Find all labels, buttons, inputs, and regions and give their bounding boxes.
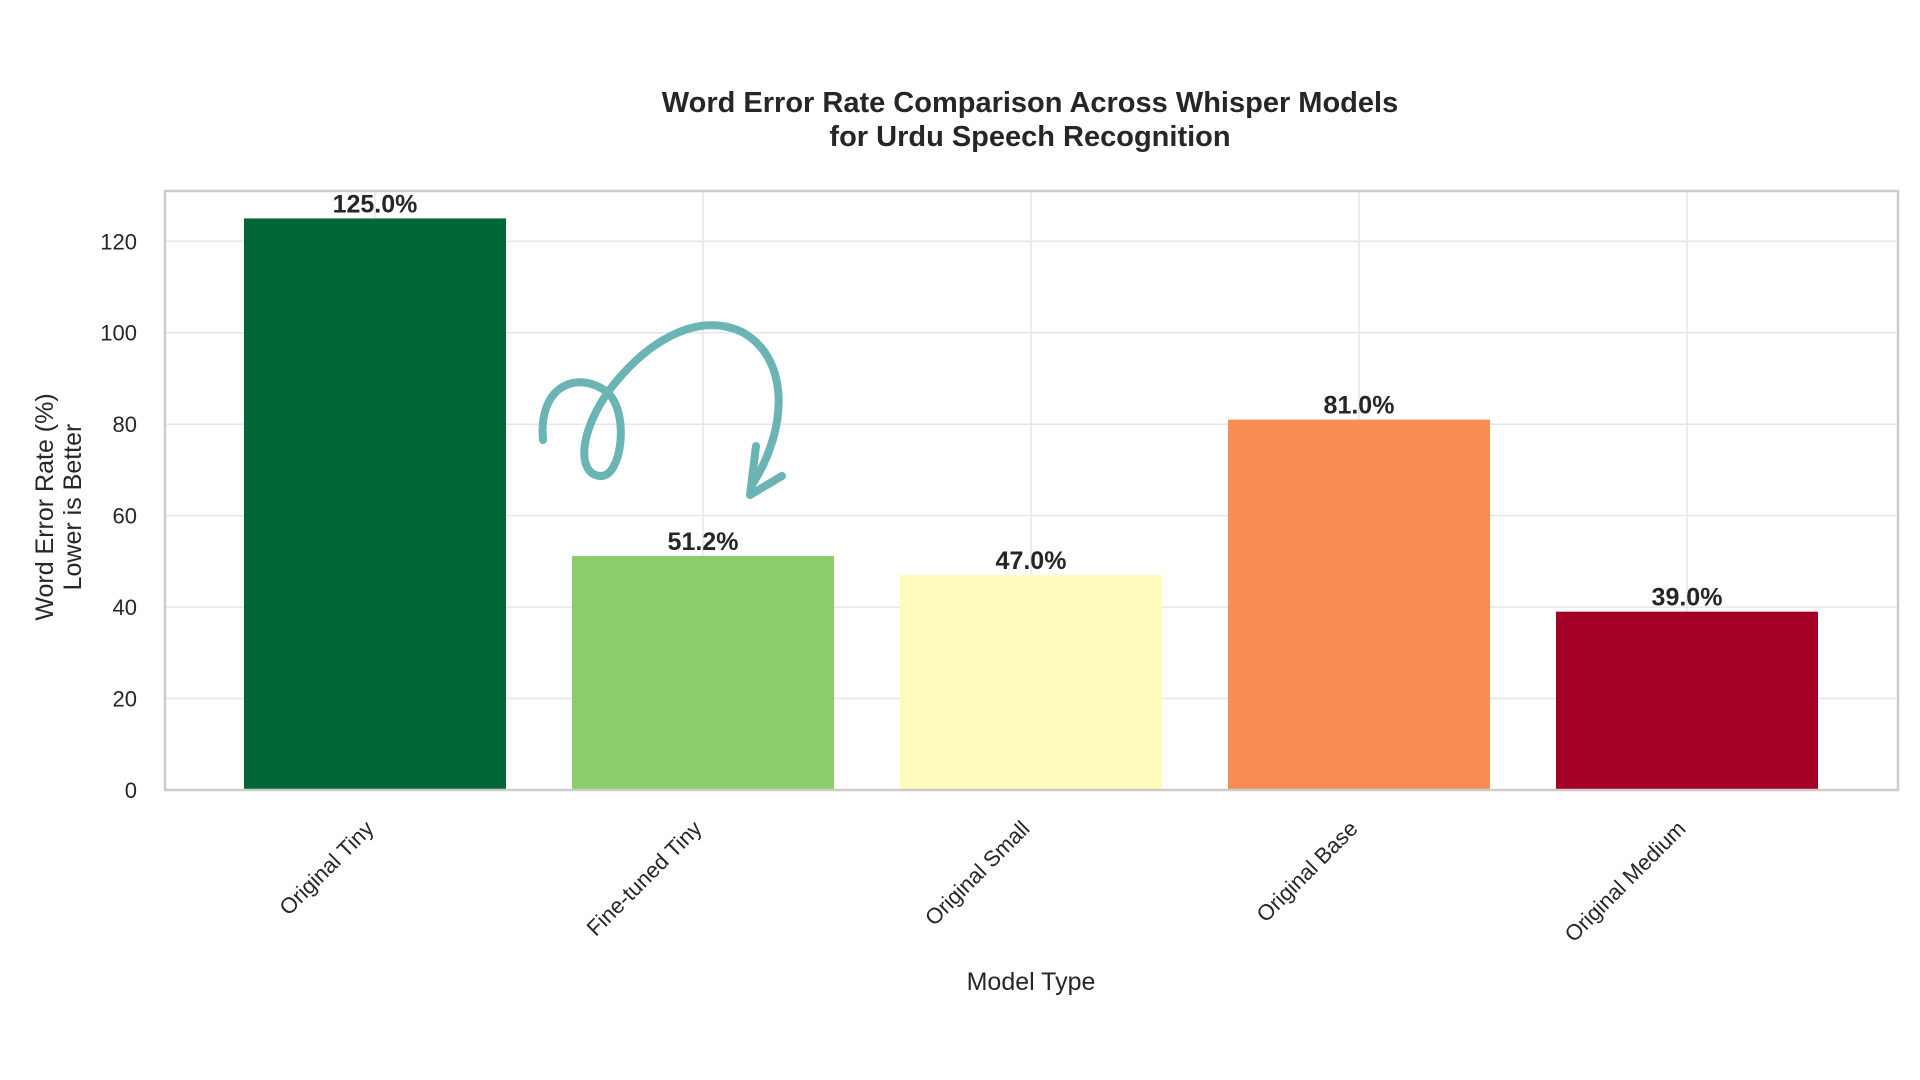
x-axis-label: Model Type: [967, 968, 1096, 996]
x-tick-label: Original Small: [920, 816, 1035, 931]
y-tick-label: 60: [113, 504, 137, 529]
chart-title-line-1: Word Error Rate Comparison Across Whispe…: [662, 87, 1398, 119]
bar-value-label: 51.2%: [668, 528, 739, 556]
bars: [244, 218, 1818, 790]
curved-arrow-head: [746, 442, 786, 499]
curved-arrow-annotation: [538, 321, 786, 499]
x-tick-label: Fine-tuned Tiny: [582, 816, 707, 941]
y-axis-label-line-2: Lower is Better: [59, 424, 87, 591]
bar-original-medium: [1556, 611, 1818, 790]
chart-title-line-2: for Urdu Speech Recognition: [829, 121, 1230, 153]
bar-value-label: 47.0%: [996, 547, 1067, 575]
y-tick-label: 40: [113, 595, 137, 620]
bar-original-small: [900, 575, 1162, 790]
y-tick-labels: 0 20 40 60 80 100 120: [100, 229, 137, 803]
x-tick-label: Original Medium: [1560, 816, 1691, 947]
x-tick-label: Original Tiny: [274, 816, 378, 920]
y-tick-label: 20: [113, 687, 137, 712]
y-axis-label: Word Error Rate (%) Lower is Better: [31, 393, 87, 620]
bar-value-label: 81.0%: [1324, 392, 1395, 420]
y-tick-label: 80: [113, 412, 137, 437]
bar-value-label: 125.0%: [333, 190, 418, 218]
y-tick-label: 120: [100, 229, 137, 254]
y-tick-label: 0: [125, 778, 137, 803]
x-tick-labels: Original Tiny Fine-tuned Tiny Original Sma…: [274, 816, 1690, 947]
y-axis-label-line-1: Word Error Rate (%): [31, 393, 59, 620]
bar-value-labels: 125.0% 51.2% 47.0% 81.0% 39.0%: [333, 190, 1723, 611]
bar-original-tiny: [244, 218, 506, 790]
chart-title: Word Error Rate Comparison Across Whispe…: [662, 87, 1398, 153]
y-tick-label: 100: [100, 321, 137, 346]
bar-original-base: [1228, 419, 1490, 790]
plot-frame: [163, 189, 1900, 792]
bar-fine-tuned-tiny: [572, 555, 834, 790]
x-tick-label: Original Base: [1251, 816, 1362, 927]
curved-arrow-body: [538, 321, 783, 489]
bar-value-label: 39.0%: [1652, 584, 1723, 612]
